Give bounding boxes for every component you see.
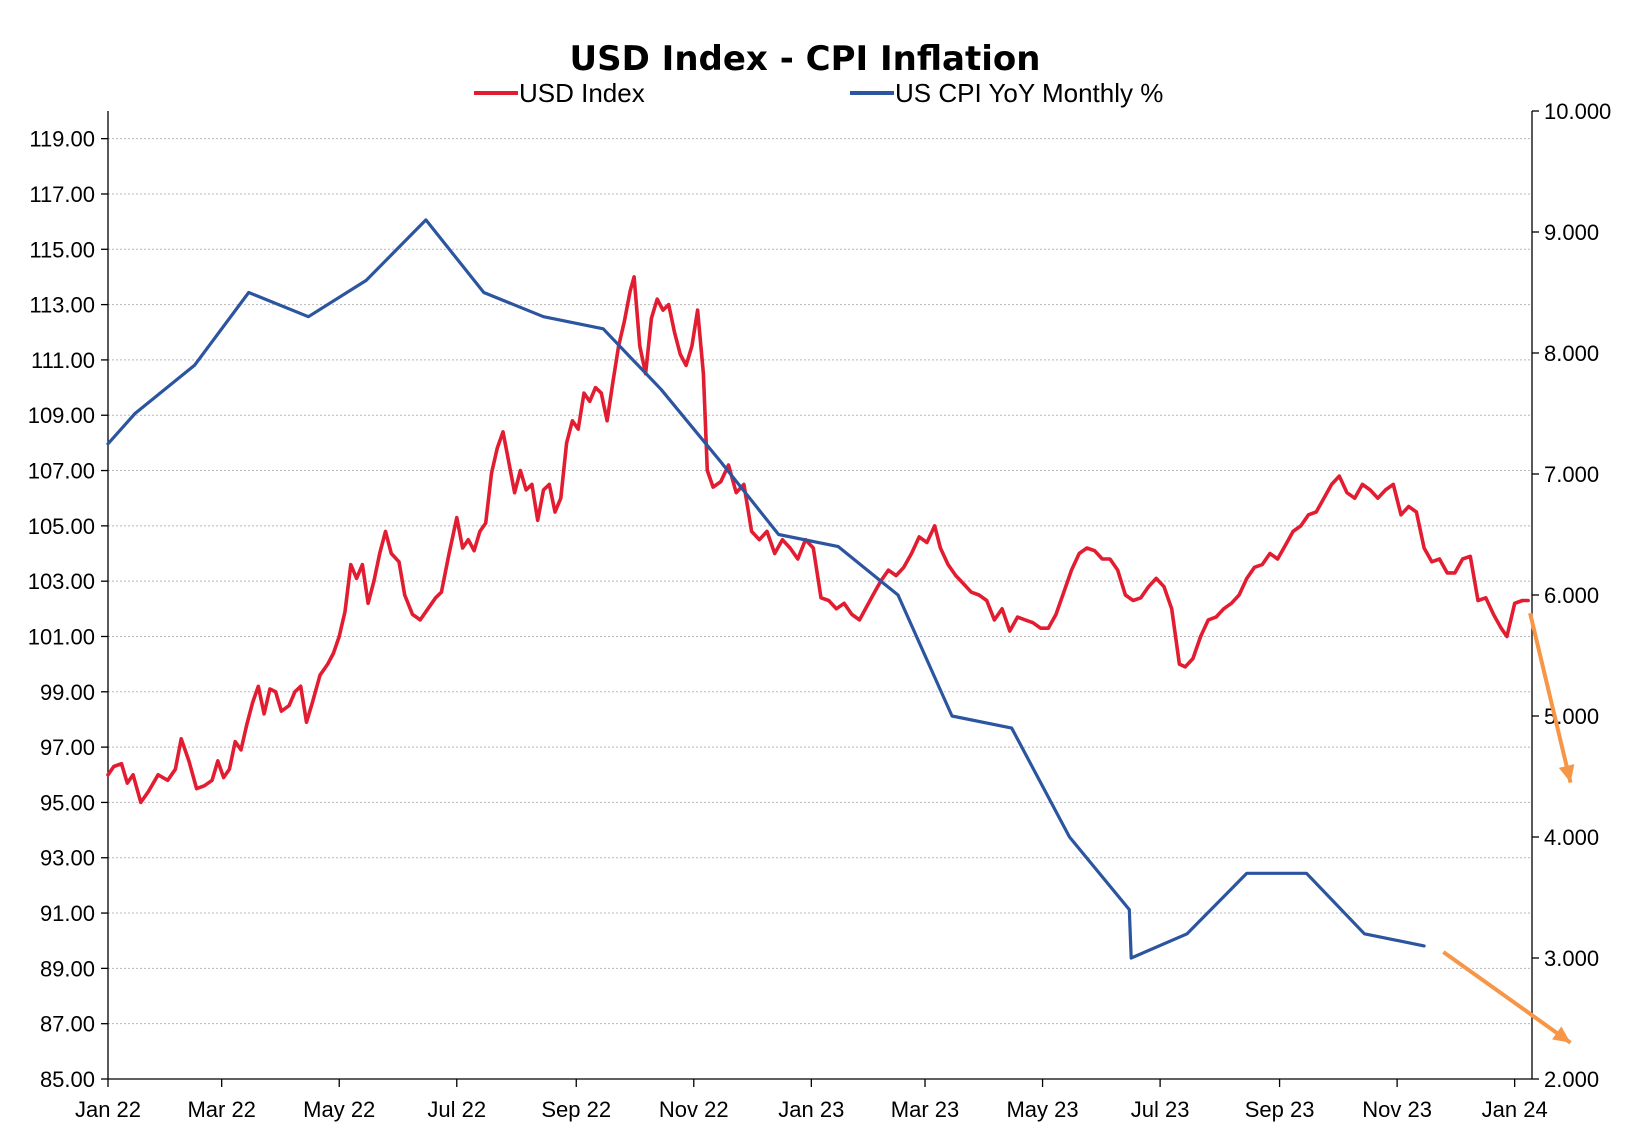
x-tick-label: Jan 22: [75, 1097, 141, 1122]
chart-title: USD Index - CPI Inflation: [570, 39, 1041, 79]
trend-arrow: [1528, 612, 1573, 784]
x-tick-label: Jul 22: [427, 1097, 486, 1122]
trend-arrowhead: [1558, 764, 1575, 783]
us-cpi-line: [106, 218, 1426, 960]
x-tick-label: Nov 23: [1362, 1097, 1432, 1122]
annotations: [1442, 612, 1575, 1045]
legend-label: USD Index: [519, 78, 645, 108]
x-tick-label: Jul 23: [1131, 1097, 1190, 1122]
left-tick-label: 101.00: [28, 624, 95, 649]
left-tick-label: 109.00: [28, 403, 95, 428]
x-tick-label: Jan 23: [778, 1097, 844, 1122]
left-tick-label: 85.00: [40, 1067, 95, 1092]
left-tick-label: 89.00: [40, 956, 95, 981]
x-tick-label: Mar 22: [187, 1097, 255, 1122]
left-tick-label: 99.00: [40, 680, 95, 705]
left-tick-label: 91.00: [40, 901, 95, 926]
right-tick-label: 2.000: [1544, 1067, 1599, 1092]
left-tick-label: 87.00: [40, 1012, 95, 1037]
x-tick-label: May 22: [303, 1097, 375, 1122]
x-tick-label: May 23: [1006, 1097, 1078, 1122]
left-tick-label: 119.00: [29, 127, 95, 152]
x-tick-label: Nov 22: [659, 1097, 729, 1122]
left-tick-label: 117.00: [29, 182, 95, 207]
left-tick-label: 111.00: [31, 348, 95, 373]
legend-label: US CPI YoY Monthly %: [895, 78, 1163, 108]
trend-arrowhead: [1552, 1026, 1571, 1043]
x-tick-label: Sep 23: [1245, 1097, 1315, 1122]
legend: USD Index US CPI YoY Monthly %: [474, 78, 1163, 108]
x-tick-label: Sep 22: [541, 1097, 611, 1122]
left-tick-label: 93.00: [40, 846, 95, 871]
series-layer: [106, 218, 1530, 960]
right-tick-label: 10.000: [1544, 99, 1611, 124]
trend-arrow: [1442, 950, 1572, 1045]
left-tick-label: 115.00: [29, 237, 95, 262]
left-tick-label: 95.00: [40, 790, 95, 815]
left-tick-label: 107.00: [28, 459, 95, 484]
left-tick-label: 103.00: [28, 569, 95, 594]
right-tick-label: 7.000: [1544, 462, 1599, 487]
right-tick-label: 4.000: [1544, 825, 1599, 850]
left-tick-label: 113.00: [29, 293, 95, 318]
gridlines: [108, 138, 1532, 1025]
right-tick-label: 9.000: [1544, 220, 1599, 245]
right-tick-label: 3.000: [1544, 946, 1599, 971]
right-tick-label: 6.000: [1544, 583, 1599, 608]
x-tick-label: Jan 24: [1482, 1097, 1548, 1122]
usd-index-line: [106, 275, 1530, 805]
x-tick-label: Mar 23: [891, 1097, 959, 1122]
axes: 85.00 87.00 89.00 91.00 93.00 95.00 97.00 99.00…: [28, 99, 1612, 1122]
left-tick-label: 105.00: [28, 514, 95, 539]
right-tick-label: 8.000: [1544, 341, 1599, 366]
left-tick-label: 97.00: [40, 735, 95, 760]
